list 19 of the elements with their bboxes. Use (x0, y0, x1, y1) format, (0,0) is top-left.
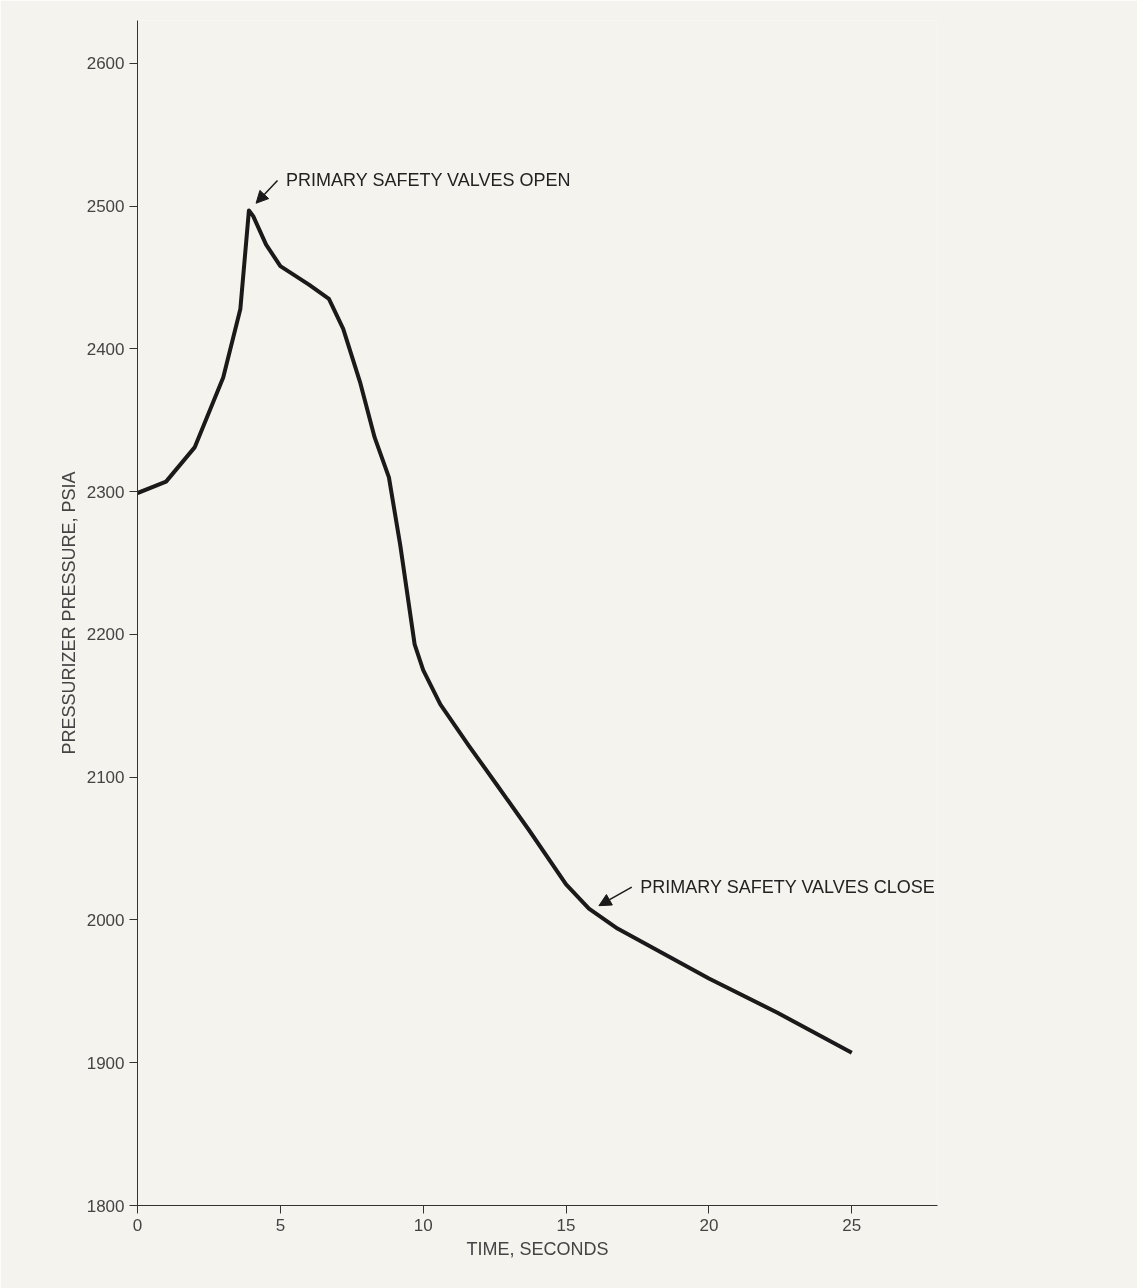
y-tick-label: 2500 (86, 197, 125, 217)
x-tick-label: 5 (275, 1215, 286, 1235)
x-tick-label: 20 (699, 1215, 719, 1235)
y-tick-label: 2100 (86, 768, 125, 788)
y-tick-label: 2400 (86, 339, 125, 359)
annotation: PRIMARY SAFETY VALVES CLOSE (640, 877, 935, 898)
x-axis-title: TIME, SECONDS (466, 1238, 609, 1259)
annotation: PRIMARY SAFETY VALVES OPEN (286, 170, 571, 191)
x-tick-label: 0 (132, 1215, 143, 1235)
x-tick-label: 10 (413, 1215, 433, 1235)
y-tick-label: 1800 (86, 1196, 125, 1216)
x-tick-label: 25 (842, 1215, 862, 1235)
y-tick-label: 2300 (86, 482, 125, 502)
y-tick-label: 2200 (86, 625, 125, 645)
y-tick-label: 2000 (86, 910, 125, 930)
y-tick-label: 2600 (86, 54, 125, 74)
x-tick-label: 15 (556, 1215, 576, 1235)
y-tick-label: 1900 (86, 1053, 125, 1073)
y-axis-title: PRESSURIZER PRESSURE, PSIA (58, 471, 79, 755)
